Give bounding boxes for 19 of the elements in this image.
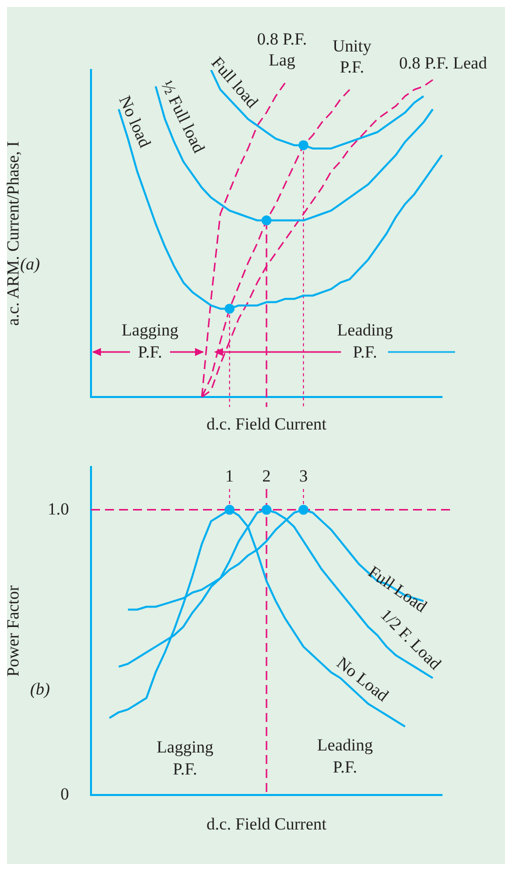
series-label: Unity P.F.	[332, 36, 372, 76]
text: No load	[115, 92, 155, 151]
x-axis-title: d.c. Field Current	[206, 814, 327, 834]
y-tick-label: 1.0	[48, 499, 69, 518]
text: (a)	[20, 254, 40, 274]
annotation: 3	[299, 466, 308, 486]
annotation: 1	[225, 466, 234, 486]
series-label: 0.8 P.F. Lag	[257, 29, 307, 70]
x-axis-title: d.c. Field Current	[206, 414, 327, 434]
annotation: Leading P.F.	[317, 735, 374, 776]
text: (b)	[30, 679, 50, 698]
annotation: Leading P.F.	[337, 320, 394, 362]
annotation: 2	[262, 466, 271, 486]
y-tick-label: 0	[60, 784, 69, 804]
text: ½ Full load	[157, 77, 209, 156]
series-label: 0.8 P.F. Lead	[399, 53, 488, 72]
annotation: Lagging P.F.	[156, 737, 214, 778]
y-axis-title: Power Factor	[4, 585, 23, 677]
annotation: Lagging P.F.	[122, 320, 179, 362]
